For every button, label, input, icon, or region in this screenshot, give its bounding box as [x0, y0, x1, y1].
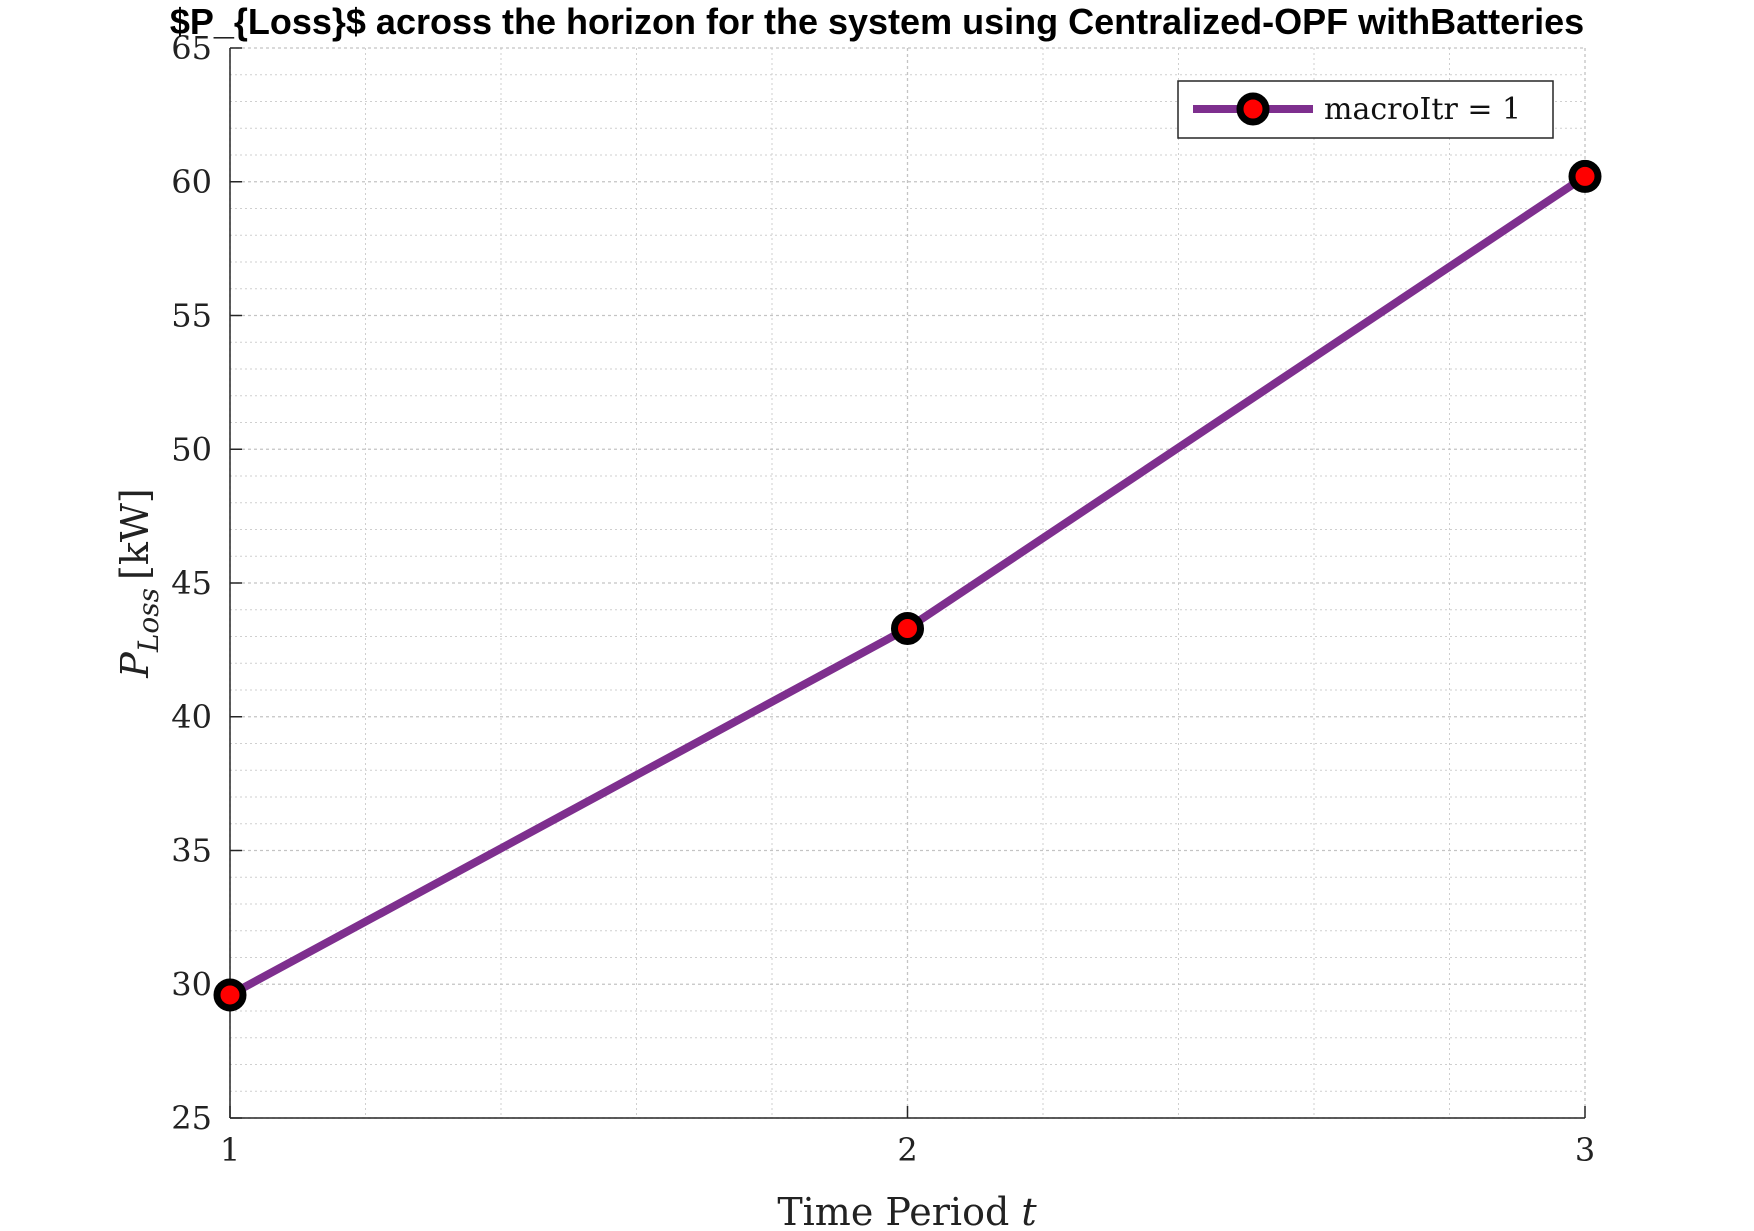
legend-box — [1177, 80, 1554, 139]
y-tick-label: 55 — [171, 297, 212, 335]
legend: macroItr = 1 — [1177, 80, 1554, 139]
data-point — [1568, 159, 1602, 193]
y-tick-label: 60 — [171, 163, 212, 201]
y-tick-label: 35 — [171, 832, 212, 870]
y-tick-label: 30 — [171, 965, 212, 1003]
y-axis-label: PLoss [kW] — [113, 488, 165, 679]
y-tick-label: 50 — [171, 430, 212, 468]
x-tick-label: 1 — [220, 1131, 240, 1169]
x-axis-label: Time Period t — [777, 1190, 1037, 1231]
x-tick-label: 3 — [1575, 1131, 1595, 1169]
y-axis-label-sub: Loss — [132, 588, 165, 653]
x-tick-labels: 1 2 3 — [220, 1131, 1595, 1169]
y-axis-label-main: P — [113, 651, 157, 679]
x-axis-label-main: Time Period — [777, 1190, 1009, 1231]
x-axis-label-var: t — [1021, 1190, 1037, 1231]
chart-title: $P_{Loss}$ across the horizon for the sy… — [170, 1, 1584, 42]
y-tick-label: 45 — [171, 564, 212, 602]
y-tick-label: 25 — [171, 1099, 212, 1137]
legend-entry-label: macroItr = 1 — [1324, 92, 1521, 127]
data-point — [891, 611, 924, 645]
y-axis-label-unit: [kW] — [113, 488, 157, 580]
series-layer — [213, 159, 1602, 1012]
data-point — [213, 978, 247, 1012]
legend-marker-sample — [1236, 92, 1270, 126]
y-tick-label: 65 — [171, 29, 212, 67]
x-tick-label: 2 — [897, 1131, 917, 1169]
y-tick-labels: 25 30 35 40 45 50 55 60 65 — [171, 29, 212, 1137]
y-tick-label: 40 — [171, 698, 212, 736]
